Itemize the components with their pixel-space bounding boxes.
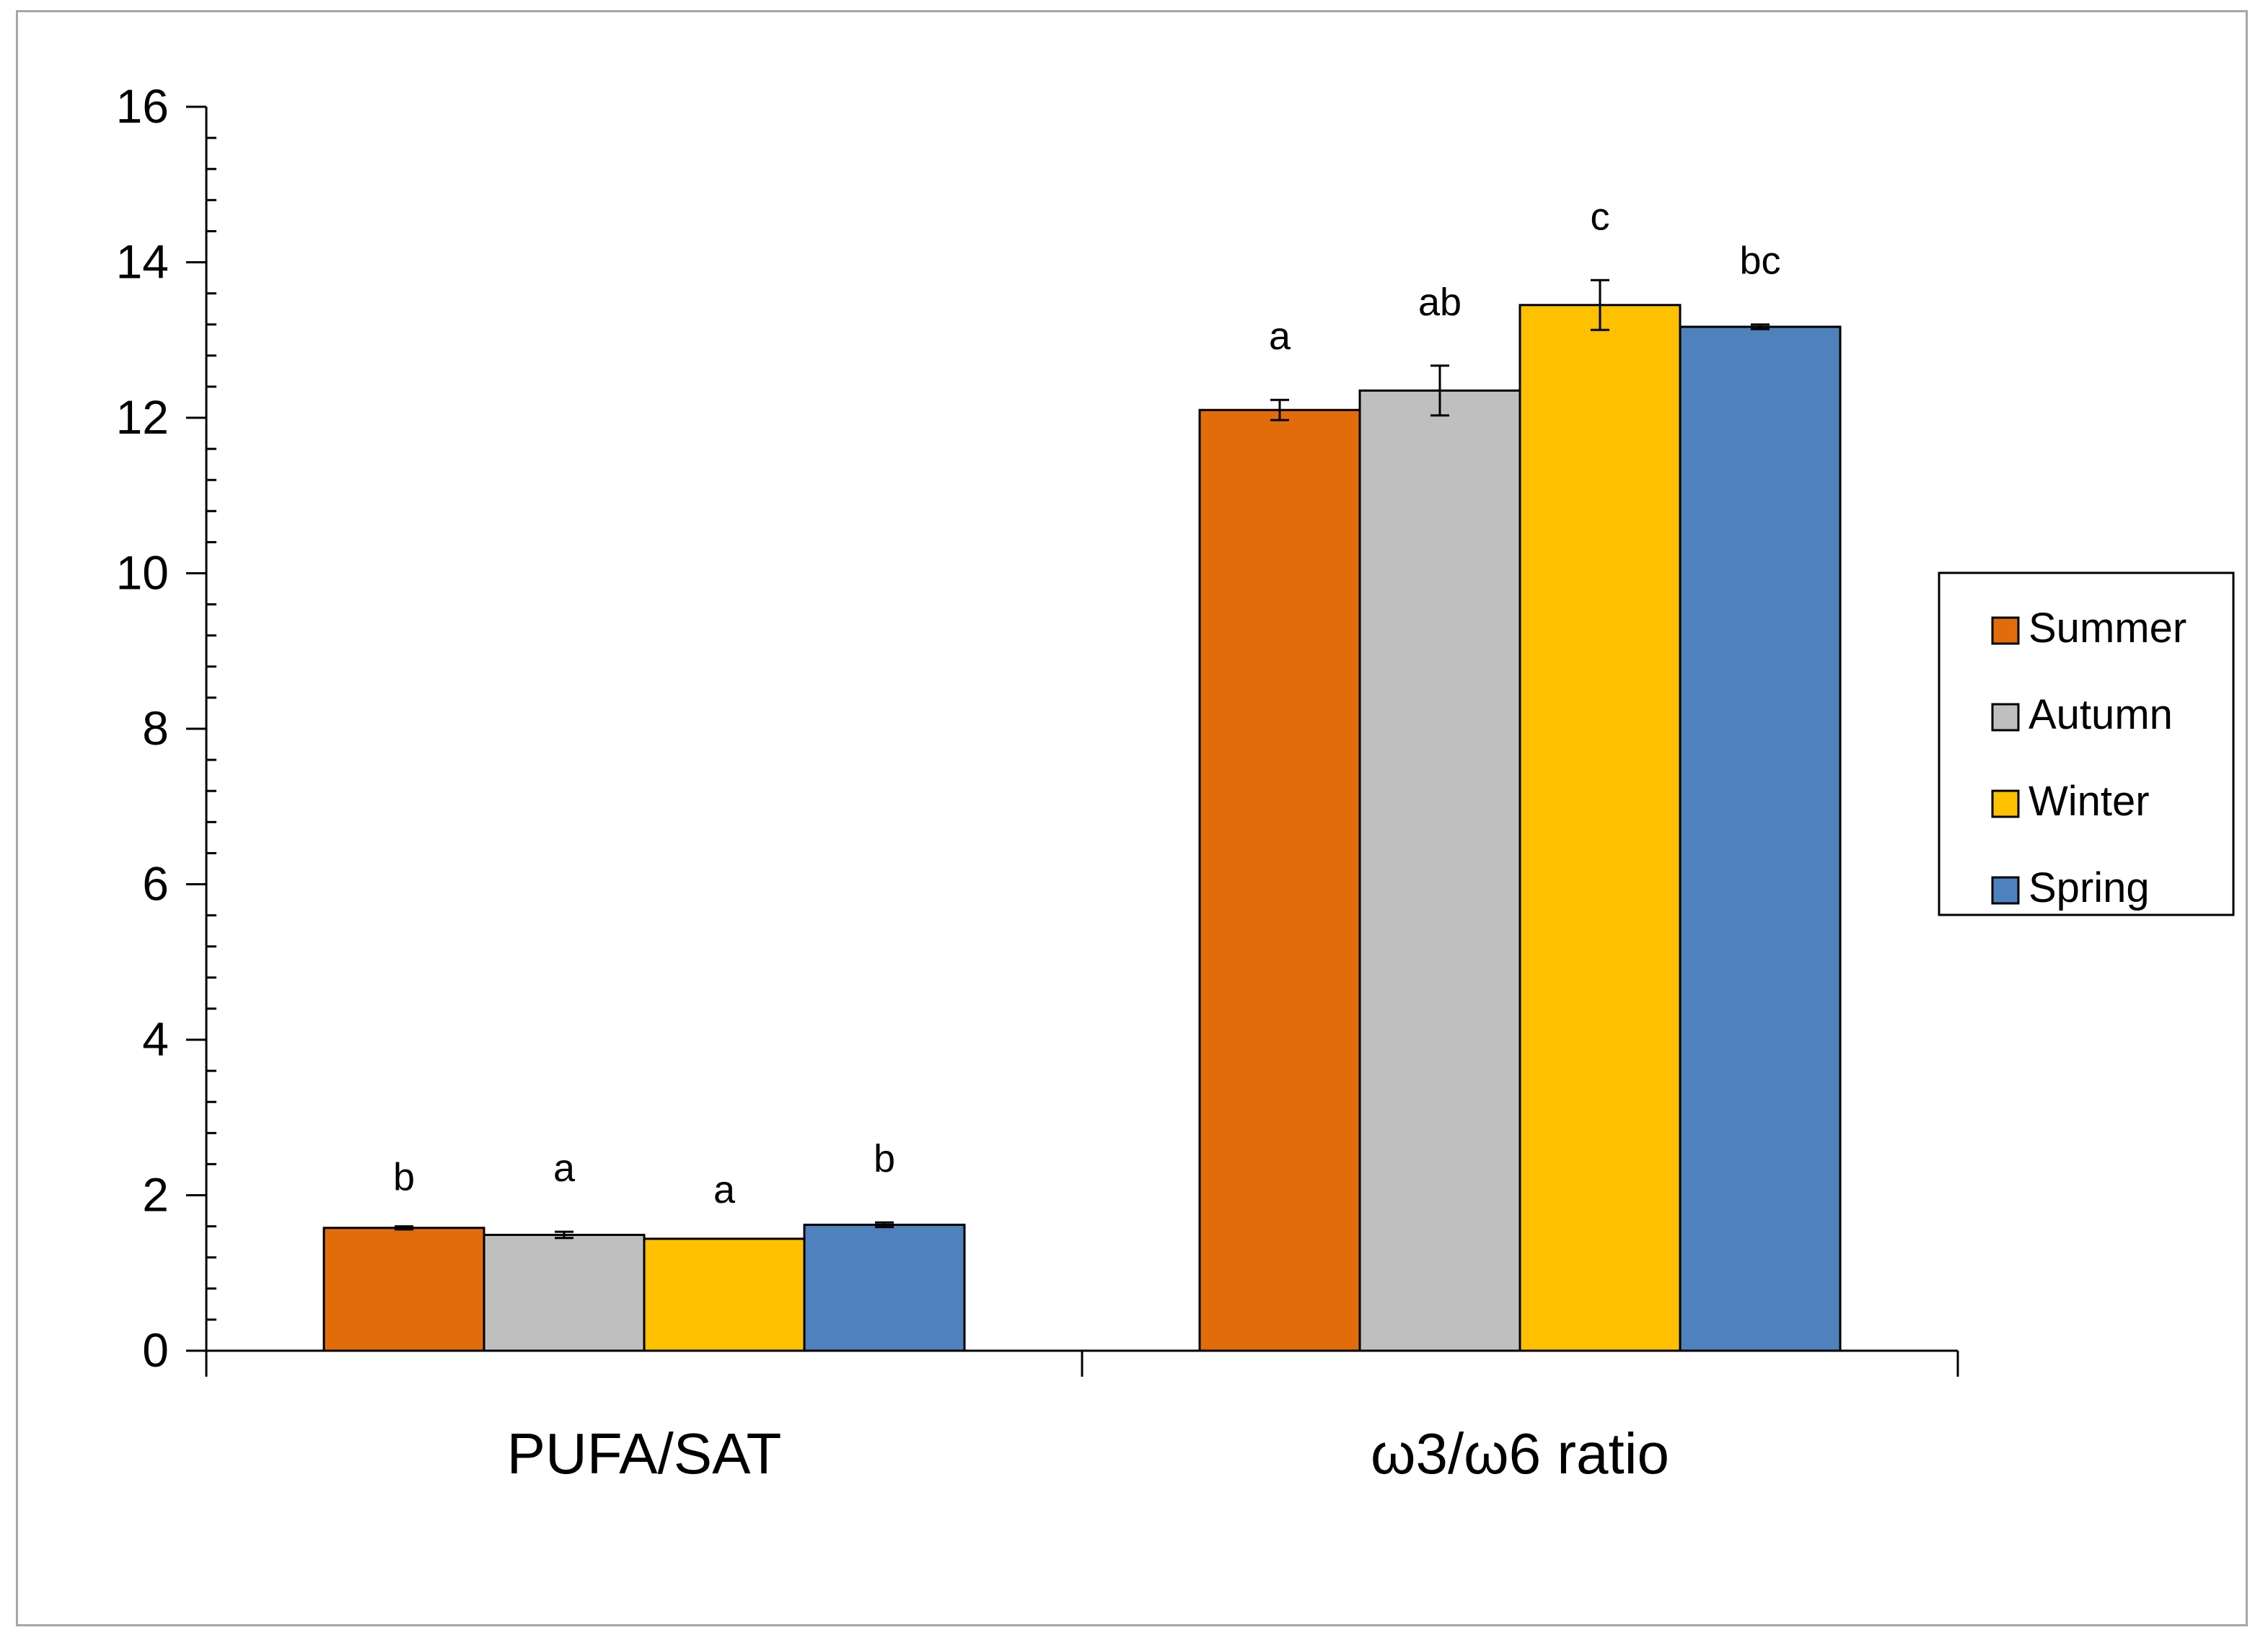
y-tick-label: 10	[116, 546, 169, 600]
significance-letter: a	[553, 1147, 576, 1190]
x-category-label: ω3/ω6 ratio	[1371, 1421, 1669, 1486]
y-tick-label: 12	[116, 390, 169, 444]
bar-summer	[322, 1227, 485, 1352]
significance-letter: a	[1269, 315, 1291, 358]
y-tick-label: 6	[142, 857, 169, 911]
y-tick-label: 16	[116, 79, 169, 133]
legend-swatch-spring	[1991, 876, 2020, 905]
significance-letter: ab	[1418, 281, 1462, 324]
legend-label-winter: Winter	[2029, 778, 2150, 825]
bar-winter	[643, 1237, 806, 1352]
bar-spring	[1679, 325, 1842, 1352]
bar-summer	[1198, 408, 1361, 1352]
legend-swatch-autumn	[1991, 703, 2020, 732]
y-tick-label: 8	[142, 701, 169, 755]
chart-frame	[16, 10, 2248, 1626]
y-tick-label: 0	[142, 1323, 169, 1377]
y-tick-label: 2	[142, 1168, 169, 1222]
significance-letter: b	[393, 1156, 415, 1199]
y-tick-label: 4	[142, 1012, 169, 1066]
bar-spring	[803, 1223, 966, 1352]
significance-letter: bc	[1739, 240, 1780, 283]
bar-winter	[1518, 304, 1682, 1352]
legend-label-summer: Summer	[2029, 605, 2186, 652]
x-category-label: PUFA/SAT	[507, 1421, 782, 1486]
bar-autumn	[483, 1233, 646, 1352]
legend-box	[1938, 571, 2235, 916]
significance-letter: a	[713, 1168, 736, 1211]
legend-label-autumn: Autumn	[2029, 691, 2173, 738]
y-tick-label: 14	[116, 235, 169, 289]
significance-letter: c	[1591, 195, 1610, 238]
legend-swatch-winter	[1991, 789, 2020, 818]
legend-swatch-summer	[1991, 616, 2020, 645]
legend-label-spring: Spring	[2029, 864, 2150, 911]
bar-autumn	[1358, 389, 1521, 1352]
significance-letter: b	[874, 1137, 895, 1180]
